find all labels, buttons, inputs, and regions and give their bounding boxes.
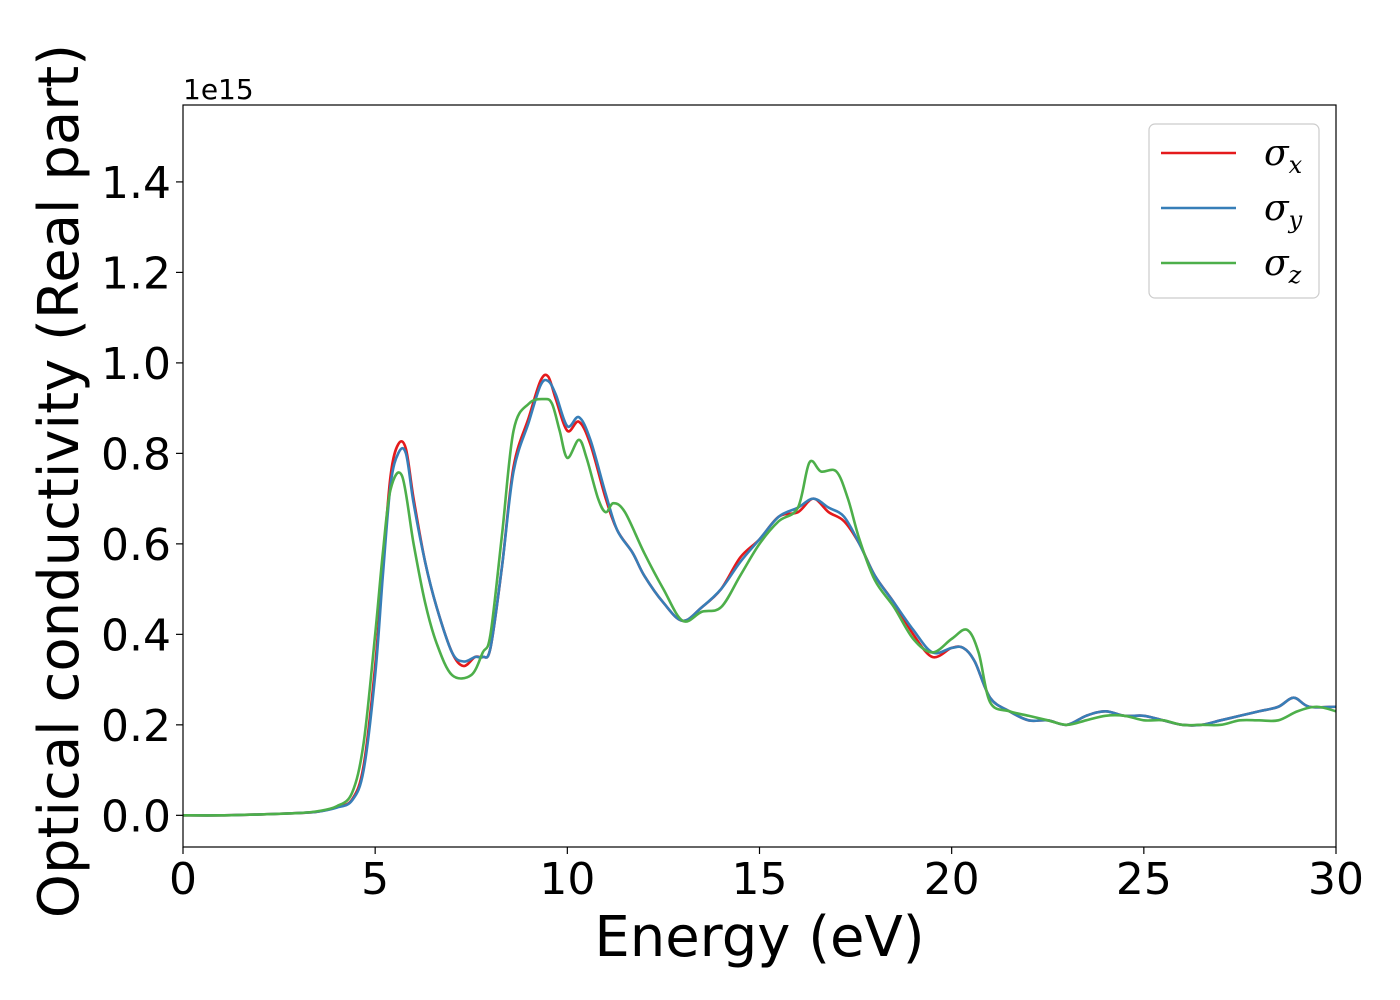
y-tick-label: 0.2 (101, 701, 171, 752)
y-tick-label: 0.4 (101, 610, 171, 661)
x-tick-label: 25 (1116, 854, 1172, 905)
x-tick-label: 15 (732, 854, 788, 905)
ticks-layer: 0 5 10 15 20 25 30 0.0 0.2 0.4 0.6 0.8 1.0 1.2 1.4 (101, 158, 1364, 905)
x-tick-label: 0 (169, 854, 197, 905)
legend: σx σy σz (1148, 123, 1320, 299)
x-tick-label: 10 (539, 854, 595, 905)
x-tick-label: 30 (1308, 854, 1364, 905)
legend-label-z: σz (1264, 243, 1302, 289)
y-offset-label: 1e15 (183, 73, 254, 106)
legend-label-x: σx (1264, 133, 1303, 179)
series-layer (183, 373, 1336, 817)
y-tick-label: 1.2 (101, 248, 171, 299)
x-tick-label: 20 (924, 854, 980, 905)
legend-label-y: σy (1264, 188, 1303, 234)
series-line-x (183, 373, 1336, 817)
series-line-y (183, 378, 1336, 817)
y-axis-title: Optical conductivity (Real part) (27, 44, 92, 918)
x-tick-label: 5 (361, 854, 389, 905)
y-tick-label: 0.0 (101, 791, 171, 842)
x-axis-title: Energy (eV) (594, 905, 924, 970)
y-tick-label: 1.4 (101, 158, 171, 209)
series-line-z (183, 397, 1336, 817)
y-tick-label: 0.6 (101, 520, 171, 571)
y-tick-label: 0.8 (101, 429, 171, 480)
y-tick-label: 1.0 (101, 339, 171, 390)
legend-box (1148, 123, 1320, 299)
